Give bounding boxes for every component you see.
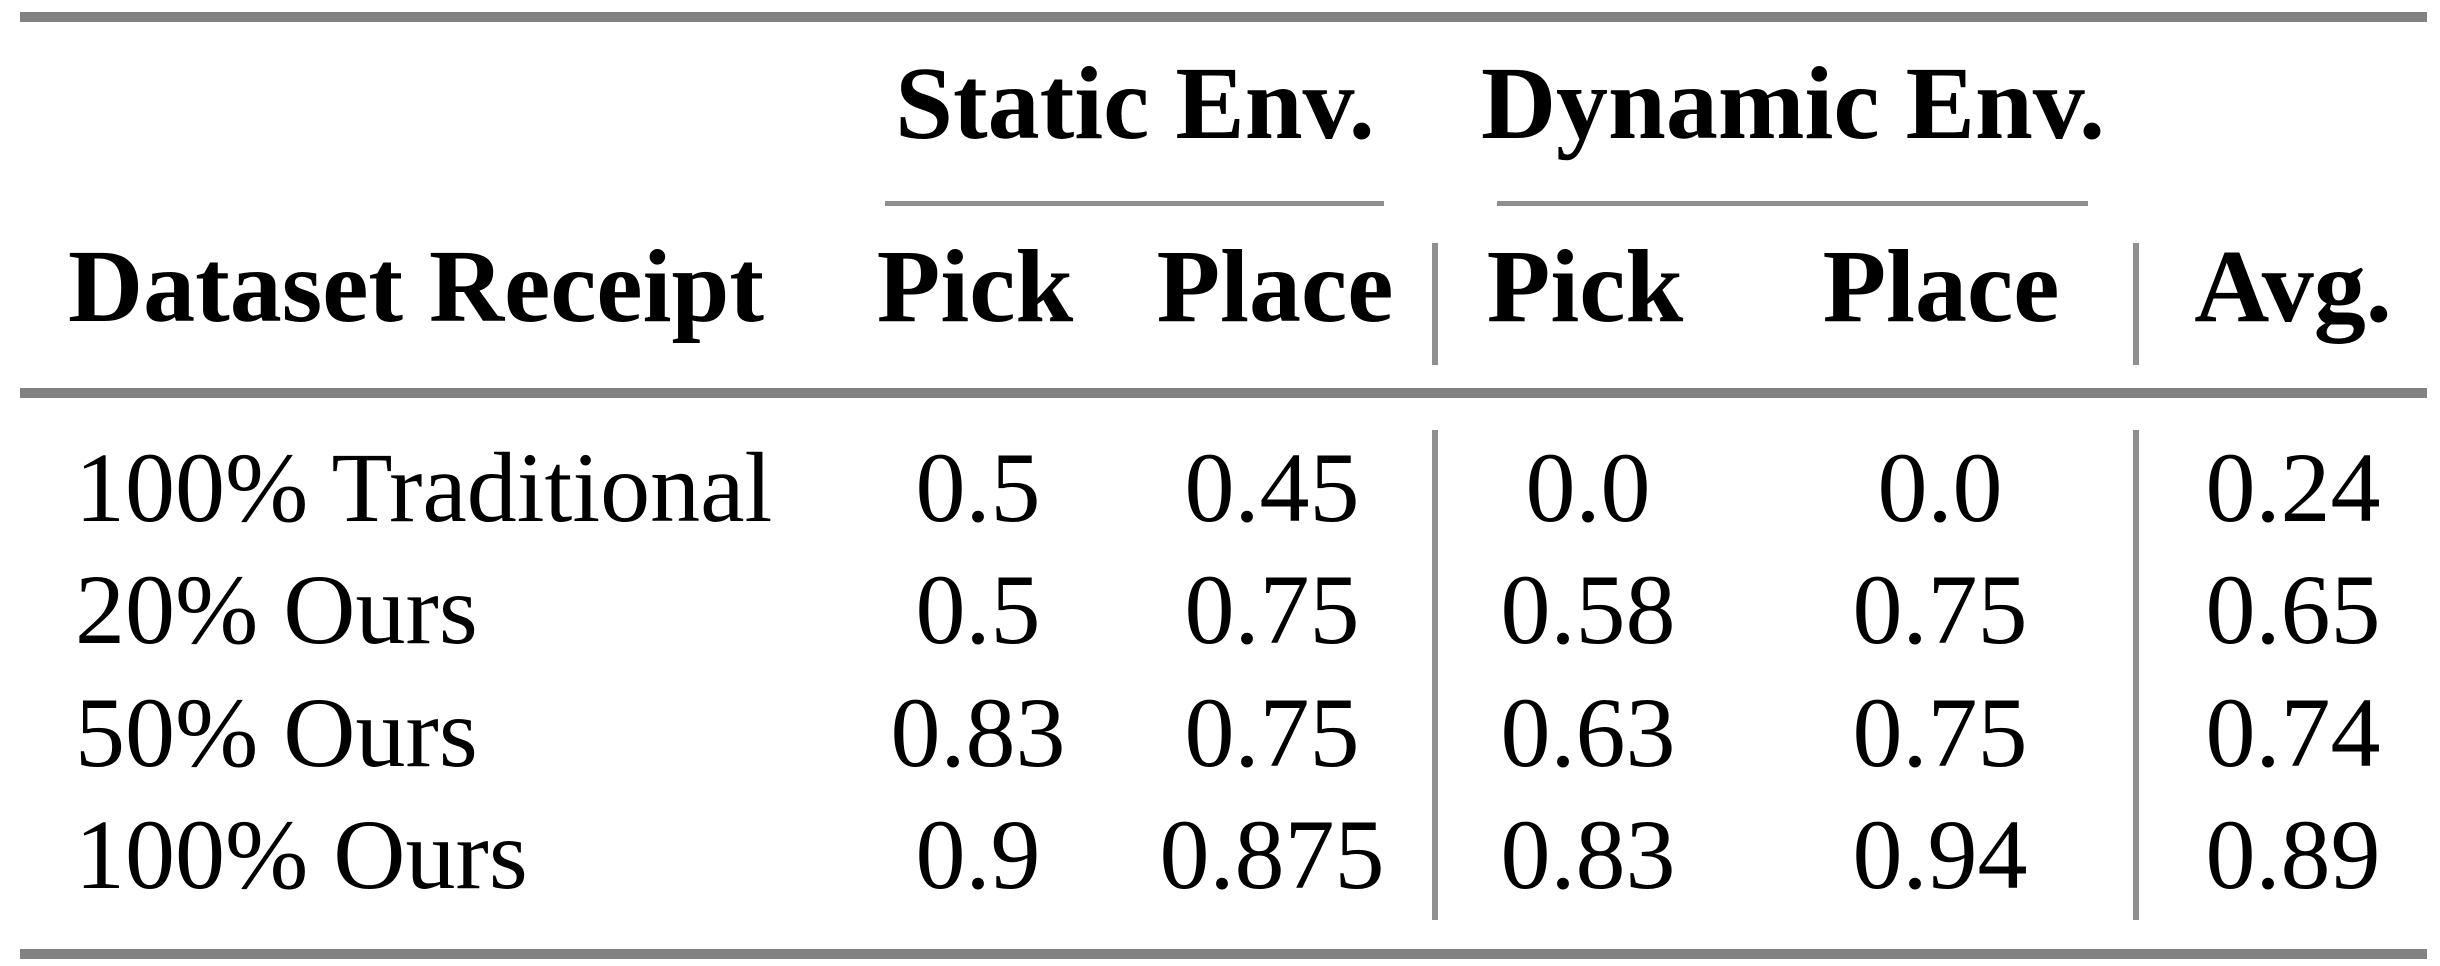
cell-static-place: 0.75 bbox=[1184, 677, 1360, 788]
cell-dynamic-place: 0.75 bbox=[1852, 554, 2028, 665]
column-header-static-pick: Pick bbox=[876, 229, 1074, 344]
row-label: 100% Traditional bbox=[75, 432, 773, 543]
table-row: 20% Ours 0.5 0.75 0.58 0.75 0.65 bbox=[0, 560, 2440, 682]
cell-static-pick: 0.83 bbox=[890, 677, 1066, 788]
cell-dynamic-pick: 0.83 bbox=[1500, 799, 1676, 910]
bottom-rule bbox=[20, 949, 2427, 959]
cell-dynamic-pick: 0.58 bbox=[1500, 554, 1676, 665]
static-dynamic-divider-lower bbox=[1432, 430, 1438, 920]
column-header-dynamic-pick: Pick bbox=[1486, 229, 1684, 344]
cell-static-place: 0.75 bbox=[1184, 554, 1360, 665]
group-header-dynamic-env: Dynamic Env. bbox=[1480, 46, 2106, 161]
column-header-static-place: Place bbox=[1156, 229, 1394, 344]
table-row: 100% Ours 0.9 0.875 0.83 0.94 0.89 bbox=[0, 805, 2440, 927]
row-label: 20% Ours bbox=[75, 554, 478, 665]
cell-static-pick: 0.5 bbox=[915, 554, 1041, 665]
header-separator-rule bbox=[20, 388, 2427, 398]
row-label: 50% Ours bbox=[75, 677, 478, 788]
cell-dynamic-place: 0.94 bbox=[1852, 799, 2028, 910]
dynamic-avg-divider-lower bbox=[2133, 430, 2139, 920]
cell-avg: 0.74 bbox=[2205, 677, 2381, 788]
cell-dynamic-place: 0.75 bbox=[1852, 677, 2028, 788]
column-header-dynamic-place: Place bbox=[1822, 229, 2060, 344]
cell-static-place: 0.875 bbox=[1159, 799, 1385, 910]
dynamic-env-cmidrule bbox=[1497, 201, 2088, 206]
column-header-avg: Avg. bbox=[2194, 229, 2392, 344]
table-row: 100% Traditional 0.5 0.45 0.0 0.0 0.24 bbox=[0, 438, 2440, 560]
column-header-dataset-receipt: Dataset Receipt bbox=[68, 229, 764, 344]
table-row: 50% Ours 0.83 0.75 0.63 0.75 0.74 bbox=[0, 683, 2440, 805]
cell-static-pick: 0.5 bbox=[915, 432, 1041, 543]
row-label: 100% Ours bbox=[75, 799, 528, 910]
cell-avg: 0.24 bbox=[2205, 432, 2381, 543]
cell-static-pick: 0.9 bbox=[915, 799, 1041, 910]
cell-avg: 0.89 bbox=[2205, 799, 2381, 910]
static-dynamic-divider-upper bbox=[1432, 243, 1438, 365]
cell-avg: 0.65 bbox=[2205, 554, 2381, 665]
cell-dynamic-pick: 0.63 bbox=[1500, 677, 1676, 788]
static-env-cmidrule bbox=[885, 201, 1384, 206]
group-header-static-env: Static Env. bbox=[895, 46, 1375, 161]
cell-dynamic-pick: 0.0 bbox=[1525, 432, 1651, 543]
top-rule bbox=[20, 12, 2427, 22]
cell-dynamic-place: 0.0 bbox=[1877, 432, 2003, 543]
cell-static-place: 0.45 bbox=[1184, 432, 1360, 543]
dynamic-avg-divider-upper bbox=[2133, 243, 2139, 365]
